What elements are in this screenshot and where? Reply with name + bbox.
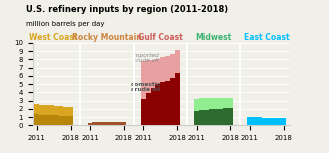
Bar bbox=[209, 98, 214, 109]
Bar bbox=[44, 115, 49, 125]
Bar bbox=[97, 122, 102, 125]
Bar bbox=[223, 98, 228, 108]
Text: domestic
crude oil: domestic crude oil bbox=[131, 82, 161, 92]
Bar bbox=[155, 59, 160, 84]
Bar bbox=[281, 118, 286, 125]
Text: Gulf Coast: Gulf Coast bbox=[138, 33, 183, 42]
Bar bbox=[214, 109, 218, 125]
Bar bbox=[199, 110, 204, 125]
Bar bbox=[194, 99, 199, 111]
Bar bbox=[146, 93, 151, 125]
Bar bbox=[170, 54, 175, 78]
Bar bbox=[276, 118, 281, 125]
Bar bbox=[228, 98, 233, 108]
Bar bbox=[155, 84, 160, 125]
Bar bbox=[257, 118, 262, 125]
Bar bbox=[54, 115, 59, 125]
Bar bbox=[228, 108, 233, 125]
Bar bbox=[39, 105, 44, 115]
Bar bbox=[175, 50, 180, 73]
Bar bbox=[63, 107, 68, 116]
Bar bbox=[107, 122, 112, 125]
Bar bbox=[121, 122, 126, 125]
Bar bbox=[39, 115, 44, 125]
Text: Rocky Mountain: Rocky Mountain bbox=[72, 33, 142, 42]
Text: million barrels per day: million barrels per day bbox=[26, 21, 105, 27]
Bar bbox=[218, 108, 223, 125]
Bar bbox=[165, 56, 170, 81]
Bar bbox=[262, 118, 267, 125]
Bar bbox=[44, 105, 49, 115]
Bar bbox=[34, 104, 39, 114]
Bar bbox=[59, 106, 63, 116]
Bar bbox=[88, 123, 92, 125]
Bar bbox=[49, 115, 54, 125]
Bar bbox=[63, 116, 68, 125]
Text: imported
crude oil: imported crude oil bbox=[132, 53, 159, 63]
Bar bbox=[141, 99, 146, 125]
Bar bbox=[199, 98, 204, 110]
Bar bbox=[68, 107, 73, 116]
Bar bbox=[146, 60, 151, 93]
Bar bbox=[272, 118, 276, 125]
Bar bbox=[267, 118, 272, 125]
Bar bbox=[102, 122, 107, 125]
Bar bbox=[54, 106, 59, 115]
Bar bbox=[141, 61, 146, 99]
Bar bbox=[59, 116, 63, 125]
Text: Midwest: Midwest bbox=[195, 33, 232, 42]
Bar bbox=[252, 117, 257, 125]
Bar bbox=[194, 111, 199, 125]
Text: West Coast: West Coast bbox=[30, 33, 78, 42]
Bar bbox=[160, 57, 165, 82]
Bar bbox=[170, 78, 175, 125]
Bar bbox=[165, 81, 170, 125]
Bar bbox=[214, 98, 218, 109]
Bar bbox=[204, 110, 209, 125]
Bar bbox=[34, 114, 39, 125]
Bar bbox=[49, 105, 54, 115]
Bar bbox=[218, 98, 223, 108]
Bar bbox=[247, 117, 252, 125]
Bar bbox=[92, 122, 97, 125]
Bar bbox=[151, 60, 155, 88]
Text: East Coast: East Coast bbox=[244, 33, 290, 42]
Bar bbox=[112, 122, 117, 125]
Bar bbox=[160, 82, 165, 125]
Bar bbox=[175, 73, 180, 125]
Bar bbox=[117, 122, 121, 125]
Bar bbox=[223, 108, 228, 125]
Bar bbox=[204, 98, 209, 110]
Bar bbox=[209, 109, 214, 125]
Bar bbox=[151, 88, 155, 125]
Bar bbox=[68, 116, 73, 125]
Text: U.S. refinery inputs by region (2011-2018): U.S. refinery inputs by region (2011-201… bbox=[26, 5, 228, 14]
